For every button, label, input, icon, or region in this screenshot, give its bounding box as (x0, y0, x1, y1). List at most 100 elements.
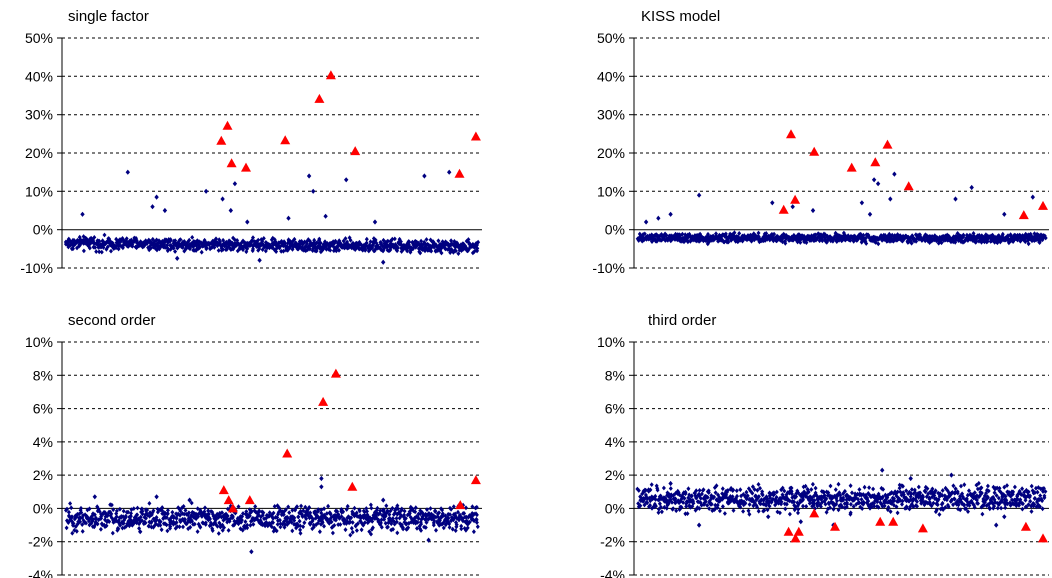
chart-panel-second-order: second order -4% -2% 0% 2% 4% 6% 8% 10% (0, 289, 526, 578)
data-point (713, 490, 718, 495)
data-point (755, 504, 760, 510)
data-point (931, 236, 936, 242)
data-point (733, 496, 738, 501)
data-point (168, 518, 173, 524)
data-point (443, 513, 448, 519)
data-point (779, 487, 784, 493)
data-point (967, 488, 971, 494)
data-point (655, 485, 660, 491)
data-point (641, 232, 646, 237)
data-point (71, 523, 76, 528)
data-point (224, 246, 229, 252)
data-point (1020, 501, 1025, 507)
outlier-point (875, 181, 881, 187)
data-point (1013, 233, 1018, 238)
y-tick-label: 50% (25, 30, 53, 46)
data-point (222, 525, 226, 530)
data-point (279, 248, 284, 254)
data-point (284, 517, 288, 523)
data-point (376, 511, 381, 517)
data-point (450, 248, 455, 254)
y-tick-label: 0% (33, 500, 53, 516)
data-point (66, 520, 71, 525)
data-point (725, 488, 730, 493)
data-point (298, 523, 303, 529)
data-point (105, 244, 110, 250)
data-point (872, 498, 877, 504)
data-point (68, 501, 73, 506)
data-point (704, 235, 709, 240)
data-point (391, 526, 395, 532)
data-point (944, 497, 949, 503)
data-point (184, 246, 189, 251)
data-point (471, 529, 476, 535)
data-point (909, 487, 914, 492)
data-point (328, 247, 333, 253)
data-point (349, 525, 354, 531)
y-tick-label: -10% (592, 260, 625, 276)
data-point (182, 239, 187, 244)
data-point (192, 521, 197, 527)
data-point (831, 506, 836, 512)
data-point (1026, 241, 1031, 247)
data-point (298, 530, 303, 536)
data-point (114, 245, 118, 251)
data-point (674, 233, 679, 239)
data-point (747, 511, 752, 517)
data-point (462, 511, 467, 516)
outlier-point (381, 259, 386, 265)
data-point (243, 519, 248, 525)
data-point (345, 503, 350, 509)
data-point (298, 527, 303, 533)
data-point (370, 519, 375, 524)
data-point (894, 504, 899, 510)
data-point (648, 487, 653, 493)
data-point (138, 514, 143, 520)
data-point (750, 235, 755, 241)
data-point (226, 528, 231, 533)
data-point (838, 502, 843, 508)
y-tick-label: -2% (28, 534, 53, 550)
outlier-point (80, 211, 85, 217)
data-point (411, 517, 416, 523)
data-point (807, 501, 812, 506)
chart-title: single factor (68, 8, 149, 25)
scatter-plot: -10% 0% 10% 20% 30% 40% 50% (20, 30, 482, 276)
data-point (682, 239, 686, 245)
outlier-point (249, 549, 254, 555)
data-point (159, 507, 164, 513)
data-point (828, 234, 833, 240)
data-point (195, 512, 200, 518)
data-point (729, 237, 734, 243)
data-point (921, 494, 926, 500)
data-point (997, 488, 1002, 494)
data-point (368, 515, 372, 521)
data-point (129, 519, 134, 525)
data-point (110, 241, 115, 247)
data-point (961, 502, 966, 508)
data-point (734, 236, 739, 242)
data-point (459, 526, 464, 532)
data-point (413, 505, 418, 511)
data-point (774, 489, 779, 495)
data-point (1011, 501, 1016, 507)
y-tick-label: 4% (33, 434, 53, 450)
y-tick-label: 6% (33, 401, 53, 417)
data-point (454, 524, 459, 530)
highlight-point (241, 162, 251, 172)
y-tick-label: -2% (600, 534, 625, 550)
data-point (825, 493, 830, 498)
outlier-point (150, 204, 155, 210)
data-point (323, 239, 327, 245)
data-point (194, 516, 199, 522)
data-point (100, 522, 105, 528)
outlier-point (203, 188, 209, 194)
data-point (1011, 234, 1016, 240)
highlight-point (218, 485, 229, 495)
data-point (251, 235, 255, 240)
data-point (828, 505, 832, 511)
outlier-point (220, 196, 225, 202)
data-point (1041, 486, 1046, 491)
data-point (935, 502, 940, 508)
data-point (837, 233, 842, 239)
